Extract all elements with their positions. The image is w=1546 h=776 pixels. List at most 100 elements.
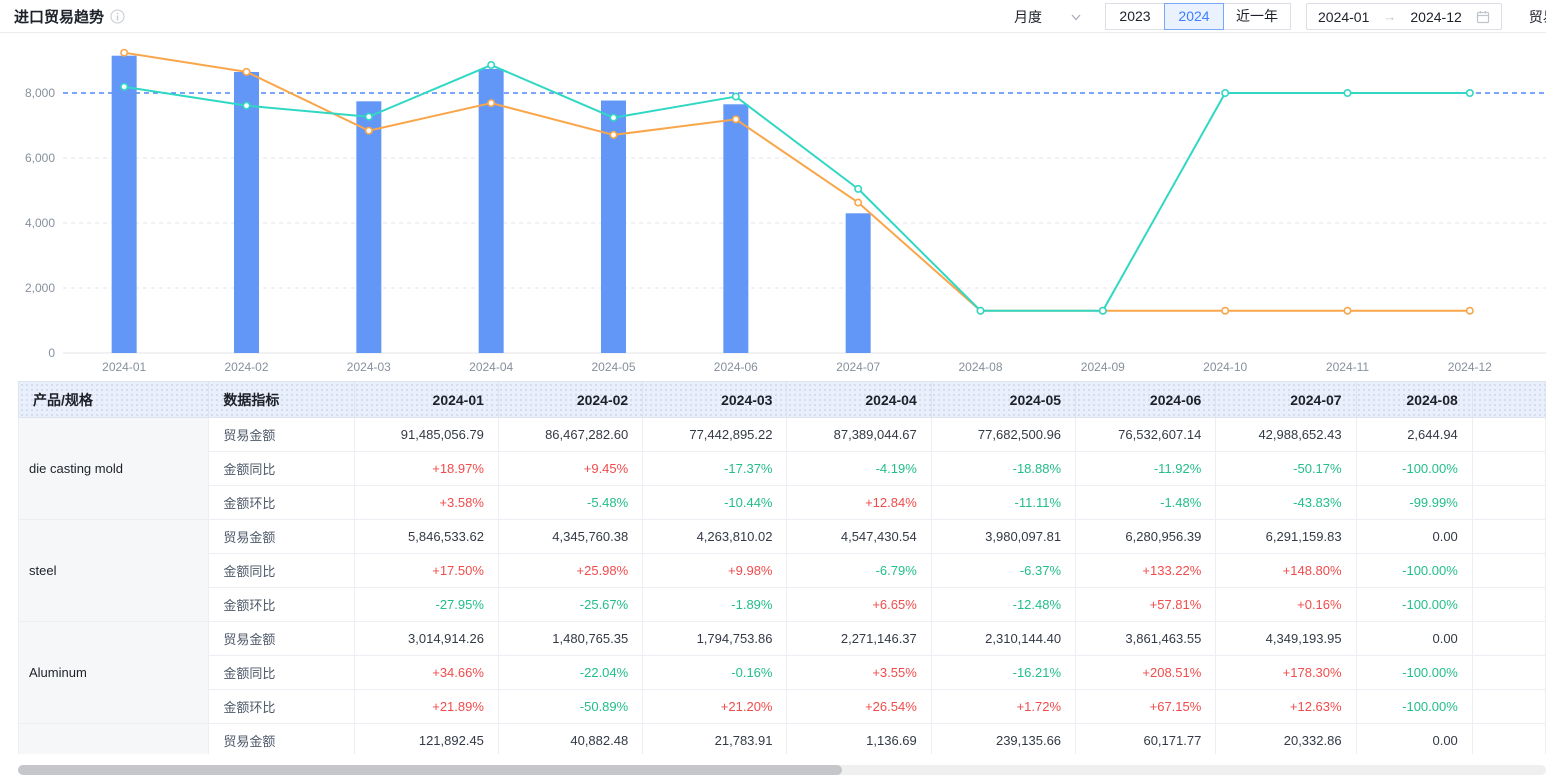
line-point[interactable]	[1221, 306, 1230, 315]
line-point[interactable]	[731, 92, 740, 101]
value-cell: -50.89%	[497, 689, 644, 724]
value-cell: 6,291,159.83	[1215, 519, 1357, 554]
value-cell: -6.79%	[786, 553, 932, 588]
value-cell: -4.19%	[786, 451, 932, 486]
page-title: 进口贸易趋势	[14, 8, 105, 26]
bar[interactable]	[478, 68, 504, 354]
value-cell: -1.48%	[1075, 485, 1217, 520]
x-axis-label: 2024-02	[224, 360, 268, 374]
line-point[interactable]	[242, 101, 251, 110]
line-point[interactable]	[120, 82, 129, 91]
segment-button[interactable]: 近一年	[1223, 3, 1291, 30]
trade-data-table-wrap: 产品/规格 数据指标 2024-01 2024-02 2024-03 2024-04 202…	[18, 381, 1546, 754]
bar[interactable]	[356, 101, 382, 353]
value-cell: -50.17%	[1215, 451, 1357, 486]
line-point[interactable]	[1465, 306, 1474, 315]
value-cell: 2,271,146.37	[786, 621, 932, 656]
filler-cell	[1471, 689, 1546, 724]
value-cell: 20,332.86	[1215, 723, 1357, 754]
value-cell: +17.50%	[353, 553, 499, 588]
filler-cell	[1471, 723, 1546, 754]
value-cell: -25.67%	[497, 587, 644, 622]
value-cell: 86,467,282.60	[497, 417, 644, 452]
line-point[interactable]	[854, 184, 863, 193]
line-point[interactable]	[364, 112, 373, 121]
value-cell: +34.66%	[353, 655, 499, 690]
line-point[interactable]	[487, 99, 496, 108]
value-cell: 0.00	[1355, 723, 1473, 754]
filler-cell	[1471, 485, 1546, 520]
date-range-end[interactable]: 2024-12	[1410, 8, 1462, 25]
segment-button[interactable]: 2023	[1105, 3, 1165, 30]
table-header-cell: 产品/规格	[18, 381, 210, 418]
date-range-start[interactable]: 2024-01	[1318, 8, 1370, 25]
bar[interactable]	[234, 71, 259, 353]
value-cell: -27.95%	[353, 587, 499, 622]
line-point[interactable]	[609, 130, 618, 139]
bar[interactable]	[111, 55, 137, 353]
filler-cell	[1471, 655, 1546, 690]
line-point[interactable]	[1343, 88, 1352, 97]
x-axis-label: 2024-12	[1448, 360, 1492, 374]
metric-cell: 贸易金额	[208, 519, 355, 554]
value-cell: +21.20%	[642, 689, 788, 724]
bar[interactable]	[601, 100, 626, 353]
value-cell: +3.58%	[353, 485, 499, 520]
bar[interactable]	[845, 213, 871, 353]
y-axis-label: 6,000	[25, 151, 55, 165]
metric-cell: 金额环比	[208, 485, 355, 520]
line-point[interactable]	[120, 48, 129, 57]
line-point[interactable]	[609, 113, 618, 122]
value-cell: -100.00%	[1355, 655, 1473, 690]
table-header-cell	[1471, 381, 1546, 418]
x-axis-label: 2024-05	[591, 360, 635, 374]
x-axis-label: 2024-08	[958, 360, 1002, 374]
line-point[interactable]	[1098, 306, 1107, 315]
horizontal-scrollbar[interactable]	[18, 765, 1546, 775]
value-cell: 1,136.69	[786, 723, 932, 754]
value-cell: 42,988,652.43	[1215, 417, 1357, 452]
value-cell: +21.89%	[353, 689, 499, 724]
line-point[interactable]	[364, 126, 373, 135]
value-cell: 6,280,956.39	[1075, 519, 1217, 554]
metric-cell: 金额同比	[208, 553, 355, 588]
line-point[interactable]	[1465, 88, 1474, 97]
line-point[interactable]	[1221, 88, 1230, 97]
value-cell: +3.55%	[786, 655, 932, 690]
y-axis-label: 8,000	[25, 86, 55, 100]
value-cell: +12.63%	[1215, 689, 1357, 724]
trade-type-label[interactable]: 贸易	[1528, 8, 1546, 25]
segment-button[interactable]: 2024	[1164, 3, 1224, 30]
metric-cell: 贸易金额	[208, 621, 355, 656]
trade-trend-chart[interactable]: 0 2,000 4,000 6,000 8,000 2024-01 2024-02 2024-…	[0, 33, 1546, 381]
line-point[interactable]	[731, 115, 740, 124]
line-point[interactable]	[242, 67, 251, 76]
value-cell: +148.80%	[1215, 553, 1357, 588]
date-range-arrow-icon: →	[1383, 9, 1397, 24]
table-header-cell: 2024-08	[1355, 381, 1473, 418]
period-select[interactable]: 月度	[1006, 4, 1090, 30]
info-icon[interactable]	[110, 9, 125, 24]
metric-cell: 贸易金额	[208, 723, 355, 754]
value-cell: -0.16%	[642, 655, 788, 690]
value-cell: 4,345,760.38	[497, 519, 644, 554]
date-range-picker[interactable]: 2024-01 → 2024-12	[1306, 3, 1502, 30]
line-point[interactable]	[854, 198, 863, 207]
value-cell: -100.00%	[1355, 553, 1473, 588]
line-point[interactable]	[1343, 306, 1352, 315]
value-cell: -100.00%	[1355, 451, 1473, 486]
y-axis-label: 2,000	[25, 281, 55, 295]
x-axis-label: 2024-06	[714, 360, 758, 374]
bar[interactable]	[723, 104, 749, 353]
line-orange	[124, 51, 1470, 312]
value-cell: 1,794,753.86	[642, 621, 788, 656]
value-cell: -11.11%	[930, 485, 1077, 520]
scrollbar-thumb[interactable]	[18, 765, 842, 775]
value-cell: 121,892.45	[353, 723, 499, 754]
value-cell: +9.45%	[497, 451, 644, 486]
metric-cell: 贸易金额	[208, 417, 355, 452]
value-cell: +1.72%	[930, 689, 1077, 724]
table-header-cell: 2024-02	[497, 381, 644, 418]
line-point[interactable]	[976, 306, 985, 315]
line-point[interactable]	[487, 61, 496, 70]
